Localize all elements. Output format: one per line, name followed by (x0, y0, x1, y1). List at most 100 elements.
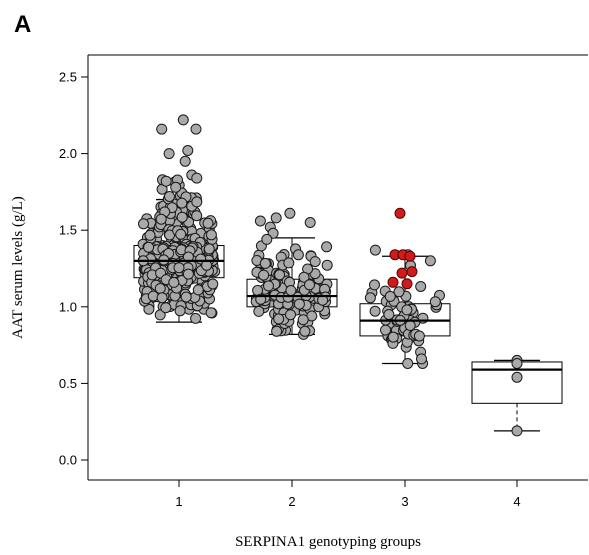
data-point (273, 313, 285, 325)
data-point (203, 243, 215, 255)
data-point (304, 217, 316, 228)
data-point (143, 241, 155, 253)
y-tick-label: 2.0 (59, 146, 77, 161)
data-point (413, 330, 425, 342)
data-point (191, 172, 203, 184)
data-point (190, 123, 202, 135)
data-point (285, 285, 297, 296)
x-tick-label: 4 (513, 494, 520, 509)
data-point (253, 305, 265, 317)
data-point (292, 249, 304, 261)
data-point (177, 114, 189, 126)
y-tick-label: 1.0 (59, 299, 77, 314)
x-axis-title: SERPINA1 genotyping groups (235, 534, 421, 550)
data-point (192, 284, 204, 296)
data-point (402, 358, 414, 369)
y-tick-label: 0.5 (59, 376, 77, 391)
data-point (155, 213, 167, 225)
data-point (261, 233, 273, 245)
data-point (168, 276, 180, 288)
x-tick-label: 2 (288, 494, 295, 509)
data-point (384, 290, 396, 302)
y-axis-title: AAT serum levels (g/L) (10, 196, 26, 339)
data-point (369, 244, 381, 256)
data-point (369, 305, 381, 317)
data-point (304, 279, 315, 291)
data-point (191, 210, 203, 222)
data-point (429, 296, 441, 308)
data-point (271, 325, 283, 337)
data-point (182, 145, 194, 156)
data-point (380, 324, 391, 336)
highlighted-point (396, 267, 408, 279)
data-point (299, 325, 311, 337)
y-tick-label: 1.5 (59, 223, 77, 238)
x-tick-label: 1 (175, 494, 182, 509)
data-point (258, 269, 270, 281)
data-point (160, 175, 172, 187)
data-point (176, 211, 188, 223)
data-point (182, 268, 194, 280)
data-point (285, 309, 296, 321)
data-point (393, 286, 405, 298)
data-point (321, 259, 333, 271)
data-point (175, 228, 187, 240)
highlighted-point (394, 207, 406, 219)
data-point (190, 312, 202, 324)
data-point (364, 292, 376, 304)
data-point (511, 425, 523, 437)
data-point (369, 279, 380, 291)
data-point (511, 358, 523, 369)
data-point (511, 371, 523, 383)
data-point (270, 212, 282, 224)
data-point (180, 291, 192, 303)
data-point (283, 257, 295, 269)
plot-area: 0.0 0.5 1.0 1.5 2.0 2.5 1 2 3 4 (59, 54, 588, 509)
highlighted-point (387, 276, 399, 288)
highlighted-point (406, 266, 418, 278)
data-point (182, 251, 194, 263)
data-point (154, 309, 166, 321)
data-point (138, 218, 149, 230)
y-tick-label: 0.0 (59, 453, 77, 468)
data-point (207, 278, 219, 290)
data-point (298, 271, 310, 283)
data-point (263, 280, 274, 292)
data-point (144, 229, 156, 241)
y-tick-label: 2.5 (59, 70, 77, 85)
data-point (174, 305, 186, 317)
data-point (415, 281, 427, 292)
data-point (259, 257, 271, 269)
data-point (164, 191, 175, 202)
data-point (160, 302, 172, 314)
data-point (205, 229, 217, 241)
data-point (309, 256, 321, 268)
data-point (156, 292, 168, 304)
data-point (176, 197, 188, 209)
data-point (274, 269, 286, 281)
data-point (154, 283, 166, 294)
data-point (205, 307, 217, 319)
data-point (191, 196, 203, 208)
data-point (404, 320, 416, 331)
data-point (254, 215, 266, 227)
data-point (170, 181, 182, 193)
data-point (284, 207, 296, 219)
data-point (156, 123, 168, 135)
data-point (416, 353, 427, 365)
highlighted-point (404, 250, 416, 262)
x-tick-label: 3 (401, 494, 408, 509)
data-point (297, 314, 309, 326)
data-point (401, 304, 413, 316)
data-point (383, 309, 395, 320)
data-point (321, 241, 333, 253)
data-point (424, 255, 436, 267)
highlighted-point (401, 278, 413, 290)
panel-label: A (14, 11, 31, 38)
data-point (202, 217, 214, 229)
data-point (293, 298, 305, 310)
data-point (163, 148, 175, 160)
data-point (173, 262, 185, 274)
data-point (179, 155, 191, 167)
